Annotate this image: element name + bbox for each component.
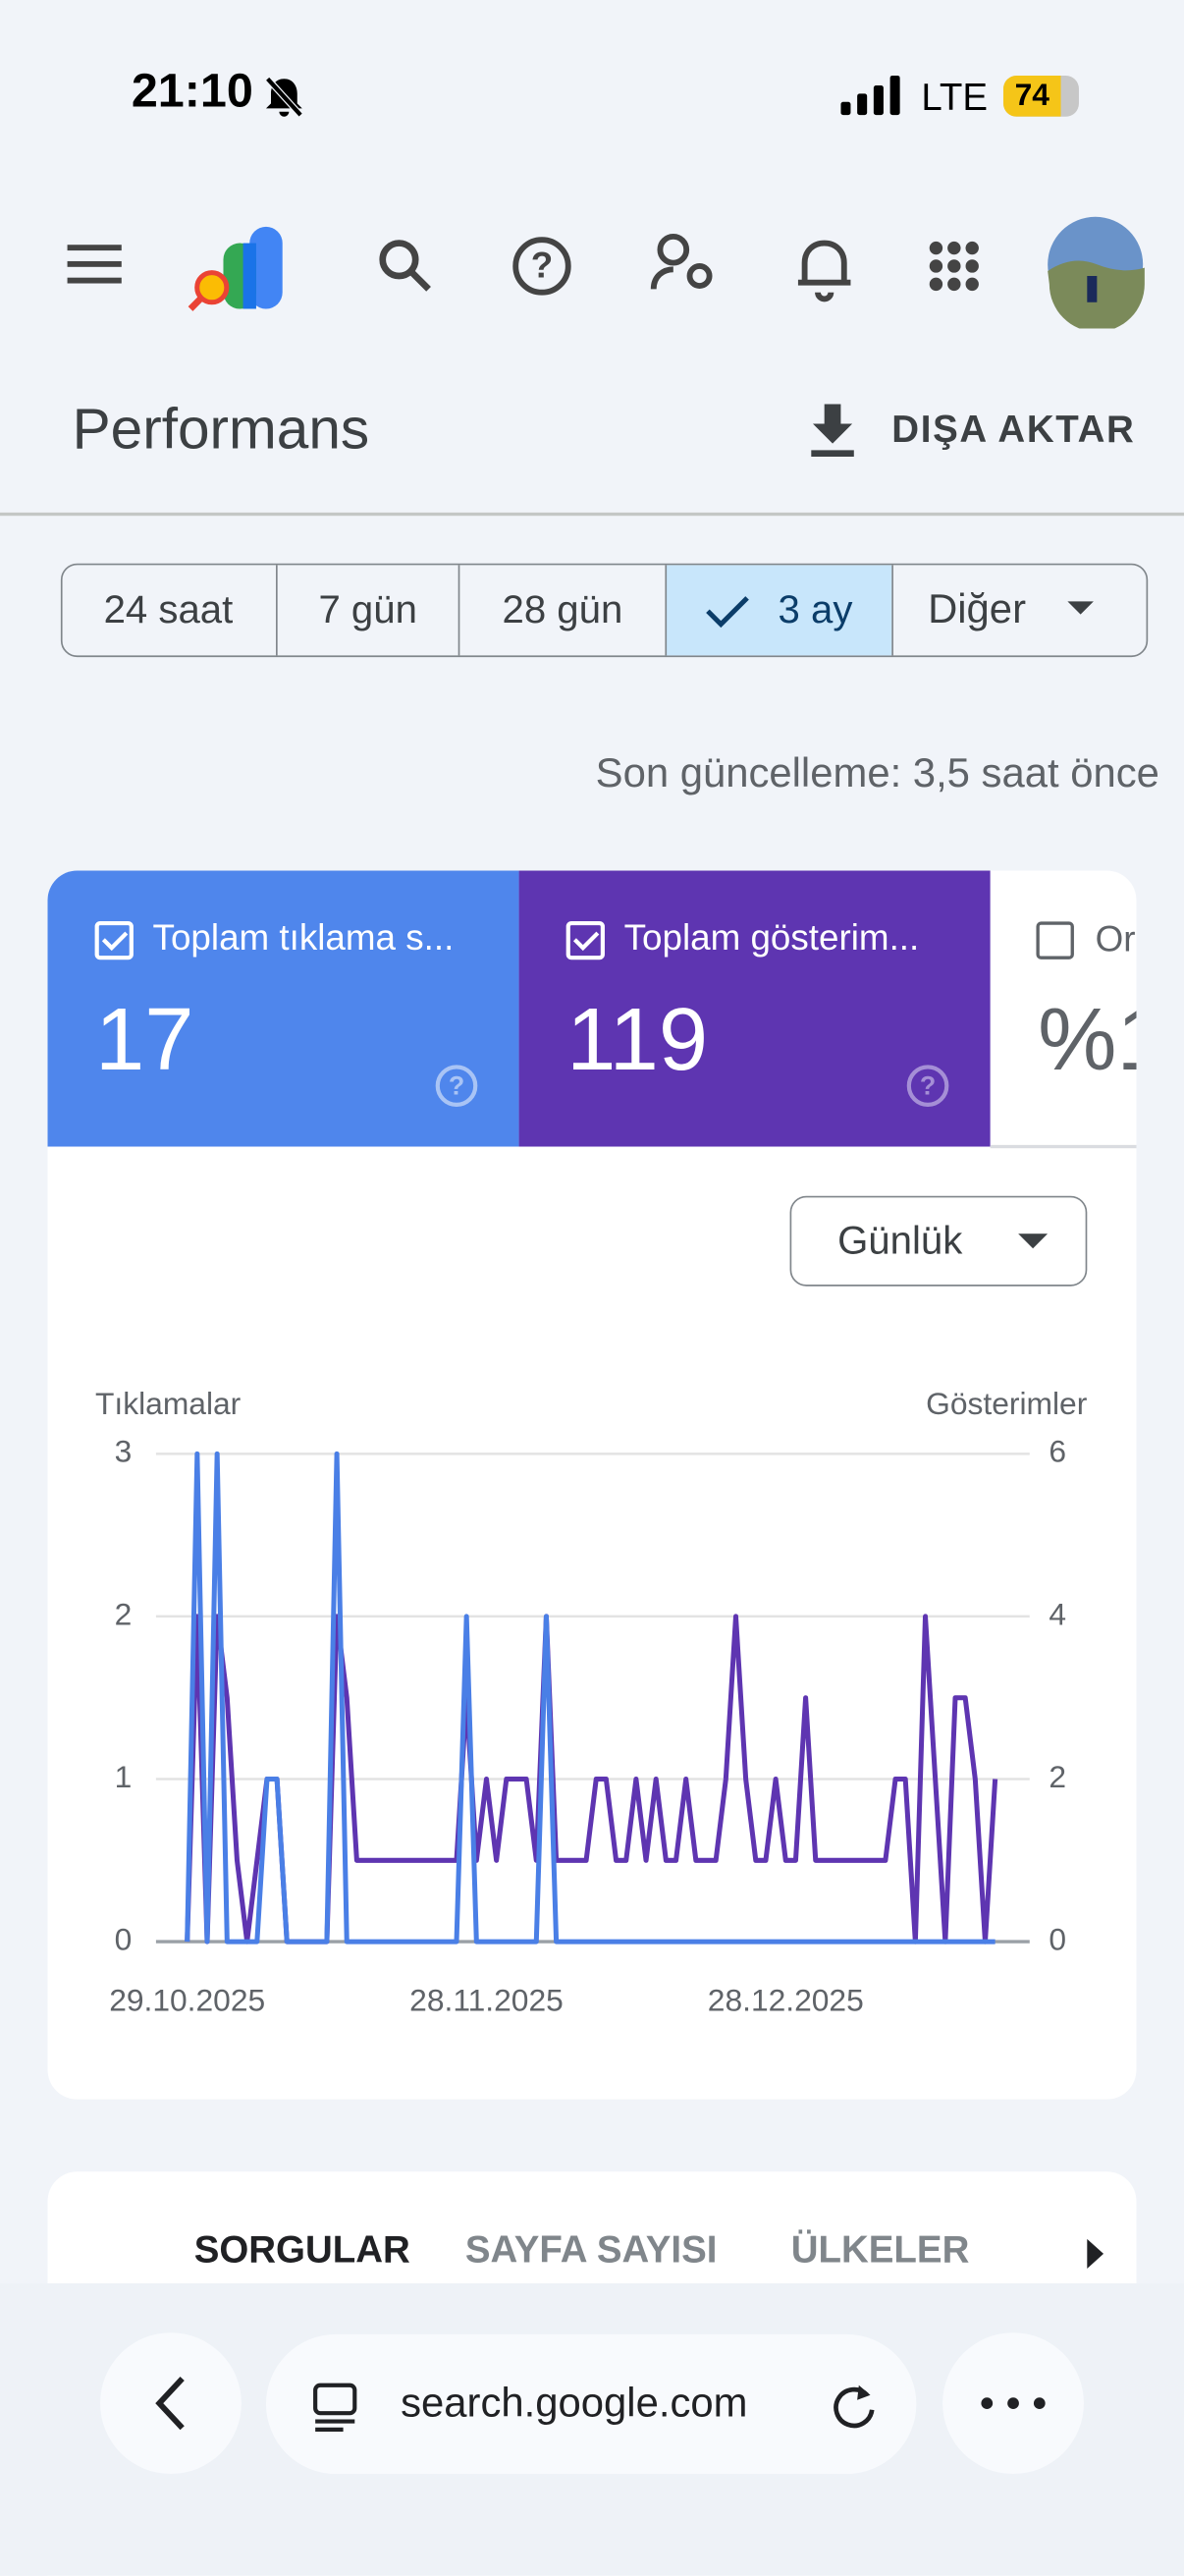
svg-text:?: ?	[531, 245, 553, 285]
range-button[interactable]: 7 gün	[278, 565, 460, 656]
url: search.google.com	[401, 2380, 748, 2427]
range-button[interactable]: 24 saat	[61, 565, 278, 656]
metric-label: Or	[1095, 918, 1136, 959]
menu-button[interactable]	[67, 245, 122, 284]
back-icon	[155, 2377, 185, 2431]
impressions-card[interactable]	[518, 870, 991, 1147]
more-icon	[981, 2397, 1046, 2409]
range-button-selected[interactable]: 3 ay	[667, 565, 893, 656]
divider	[0, 512, 1184, 517]
y2-axis-title: Gösterimler	[926, 1386, 1088, 1421]
granularity-label: Günlük	[837, 1219, 963, 1264]
y2-tick-label: 0	[1049, 1921, 1066, 1956]
dropdown-arrow	[1018, 1233, 1049, 1249]
x-tick-label: 28.11.2025	[409, 1982, 564, 2017]
page-title: Performans	[72, 397, 370, 463]
svg-text:?: ?	[449, 1070, 464, 1100]
help-button[interactable]: ?	[512, 237, 571, 296]
metric-label: Toplam tıklama s...	[152, 916, 455, 959]
export-button[interactable]: DIŞA AKTAR	[891, 407, 1136, 451]
tab[interactable]: SAYFA SAYISI	[464, 2227, 718, 2271]
dropdown-arrow	[1067, 601, 1095, 615]
check-icon	[706, 596, 749, 629]
granularity-dropdown[interactable]: Günlük	[789, 1195, 1088, 1287]
selected-range-bg	[665, 565, 892, 656]
tabs-scroll-arrow[interactable]	[1084, 2236, 1106, 2273]
ctr-card-content: Or %1	[991, 871, 1136, 1145]
last-updated: Son güncelleme: 3,5 saat önce	[595, 750, 1159, 797]
apps-button[interactable]	[929, 241, 979, 292]
clicks-card[interactable]	[47, 870, 519, 1147]
battery-level: 74	[1003, 75, 1061, 117]
checkbox-unchecked[interactable]	[1035, 920, 1077, 962]
admin-button[interactable]	[650, 233, 713, 290]
chart: Tıklamalar Gösterimler 0 1 2 3 0 2 4 6 29.10.202…	[95, 1386, 1088, 2017]
clock: 21:10	[131, 65, 253, 119]
range-dropdown[interactable]: Diğer	[928, 586, 1027, 632]
checkbox-checked[interactable]	[565, 920, 607, 962]
app-bar: ?	[67, 216, 1145, 329]
avatar[interactable]	[1048, 216, 1145, 329]
x-tick-label: 28.12.2025	[708, 1982, 864, 2017]
series-line	[185, 1451, 996, 1945]
y-tick-label: 1	[115, 1759, 133, 1794]
network-label: LTE	[921, 75, 989, 119]
signal-icon	[840, 75, 900, 116]
y-tick-label: 3	[115, 1434, 133, 1469]
y2-tick-label: 6	[1049, 1434, 1066, 1469]
download-icon[interactable]	[808, 401, 861, 460]
metric-value: 17	[95, 990, 194, 1089]
mute-icon	[265, 77, 303, 118]
date-range-group	[60, 563, 1149, 658]
ctr-card[interactable]	[990, 871, 1137, 1149]
metric-label: Toplam gösterim...	[623, 916, 920, 959]
svg-text:?: ?	[920, 1070, 936, 1100]
y2-tick-label: 4	[1049, 1596, 1066, 1631]
more-button[interactable]	[942, 2332, 1084, 2475]
tab[interactable]: ÜLKELER	[790, 2227, 970, 2271]
reload-icon[interactable]	[828, 2381, 881, 2434]
y2-tick-label: 2	[1049, 1759, 1066, 1794]
y-axis-title: Tıklamalar	[95, 1386, 242, 1421]
help-icon[interactable]: ?	[434, 1063, 480, 1109]
back-button[interactable]	[100, 2332, 242, 2475]
checkbox-checked[interactable]	[93, 920, 135, 962]
tab-selected[interactable]: SORGULAR	[193, 2227, 410, 2271]
metric-value: %1	[1038, 990, 1136, 1089]
tabs-icon	[313, 2383, 357, 2432]
performance-card	[47, 870, 1137, 2100]
battery: 74	[1003, 75, 1079, 117]
range-button[interactable]: 28 gün	[459, 565, 668, 656]
address-bar[interactable]: search.google.com	[265, 2333, 917, 2475]
help-icon[interactable]: ?	[905, 1063, 951, 1109]
y-tick-label: 2	[115, 1596, 133, 1631]
notifications-button[interactable]	[797, 240, 851, 302]
metric-value: 119	[566, 990, 709, 1089]
x-tick-label: 29.10.2025	[109, 1982, 265, 2017]
search-button[interactable]	[379, 240, 431, 292]
y-tick-label: 0	[115, 1921, 133, 1956]
logo[interactable]	[188, 226, 283, 311]
